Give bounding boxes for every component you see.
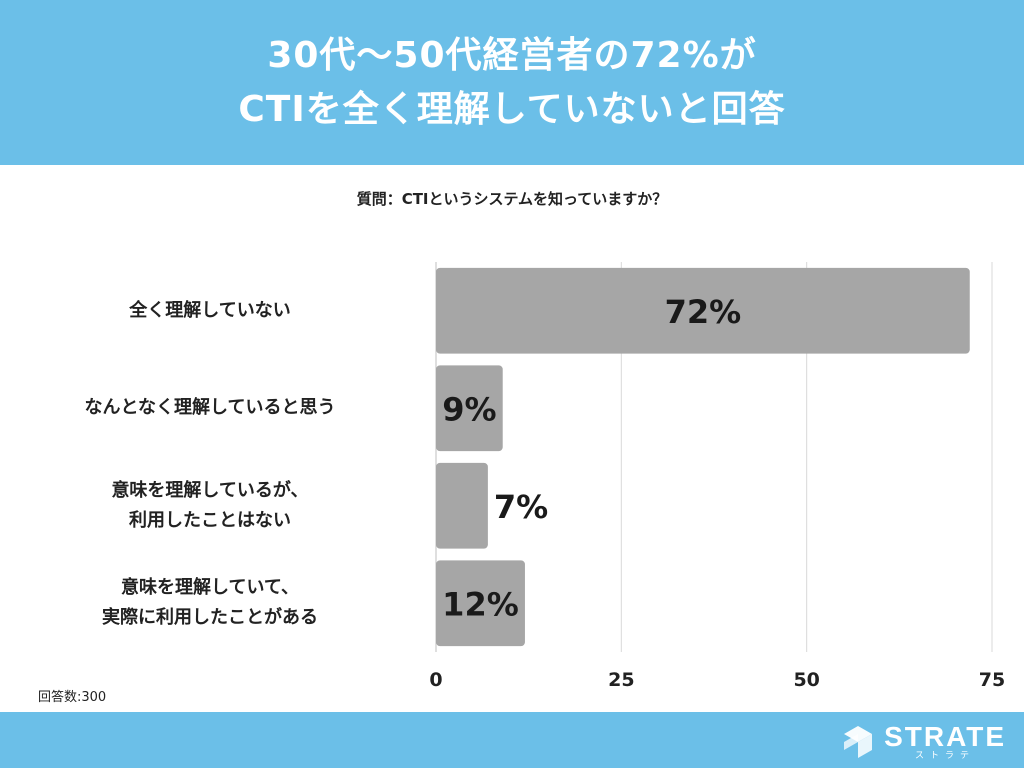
category-label-line: 意味を理解しているが、 (111, 479, 309, 501)
category-label-line: 全く理解していない (129, 299, 291, 321)
bar-2 (436, 462, 488, 549)
survey-question: 質問：CTIというシステムを知っていますか？ (356, 190, 668, 208)
logo-subtitle: ストラテ (915, 750, 976, 761)
x-tick-label: 0 (429, 669, 442, 691)
bar-3 (436, 560, 525, 647)
bar-0 (436, 267, 970, 354)
category-label-line: 実際に利用したことがある (102, 607, 318, 629)
x-tick-label: 50 (793, 669, 819, 691)
category-label: 全く理解していない (0, 296, 420, 326)
category-label-line: なんとなく理解していると思う (84, 397, 336, 419)
category-label-line: 意味を理解していて、 (120, 577, 300, 599)
response-count: 回答数:300 (38, 690, 107, 705)
bar-1 (436, 365, 503, 452)
strate-logo-icon (844, 726, 873, 758)
header-banner: 30代〜50代経営者の72%が CTIを全く理解していないと回答 (0, 0, 1024, 165)
bar-value-label: 12% (442, 585, 519, 623)
x-tick-label: 25 (608, 669, 634, 691)
footer-banner: STRATE ストラテ (0, 712, 1024, 768)
category-label-line: 利用したことはない (129, 509, 291, 531)
bar-value-label: 7% (494, 488, 548, 526)
logo-name: STRATE (884, 720, 1006, 752)
bar-chart: 0 25 50 75 72% 9% 7% 12% (429, 262, 1005, 691)
x-tick-label: 75 (979, 669, 1005, 691)
category-label: 意味を理解しているが、 利用したことはない (0, 476, 420, 536)
strate-logo: STRATE ストラテ (840, 722, 1006, 762)
category-label: 意味を理解していて、 実際に利用したことがある (0, 573, 420, 633)
title-line-2: CTIを全く理解していないと回答 (238, 88, 786, 130)
title-line-1: 30代〜50代経営者の72%が (267, 34, 757, 76)
category-label: なんとなく理解していると思う (0, 393, 420, 423)
bar-value-label: 9% (442, 390, 496, 428)
bar-value-label: 72% (665, 293, 742, 331)
